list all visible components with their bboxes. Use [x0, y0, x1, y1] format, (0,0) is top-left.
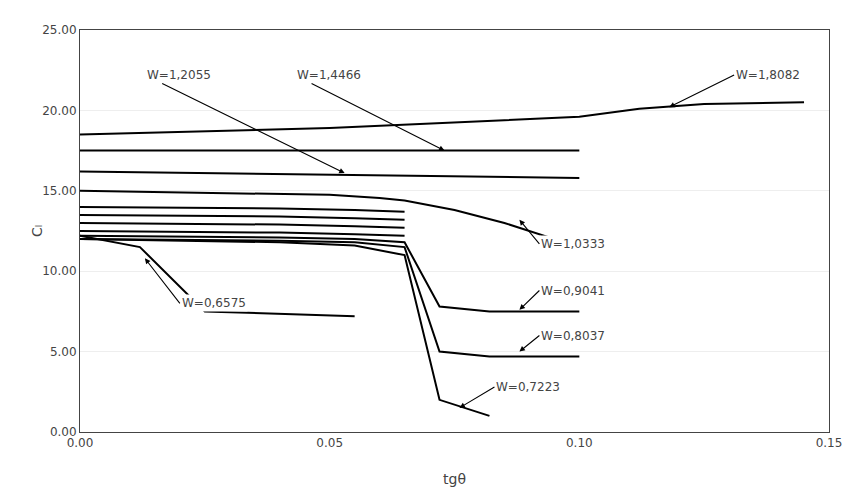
svg-text:25.00: 25.00: [42, 23, 76, 37]
svg-text:W=0,8037: W=0,8037: [541, 329, 605, 343]
svg-text:0.15: 0.15: [816, 436, 843, 450]
svg-text:W=1,8082: W=1,8082: [736, 68, 800, 82]
svg-text:W=0,6575: W=0,6575: [182, 296, 246, 310]
svg-text:0.10: 0.10: [566, 436, 593, 450]
svg-text:W=1,0333: W=1,0333: [541, 237, 605, 251]
svg-text:10.00: 10.00: [42, 264, 76, 278]
svg-text:0.00: 0.00: [50, 425, 77, 439]
svg-text:W=0,9041: W=0,9041: [541, 284, 605, 298]
svg-text:0.00: 0.00: [67, 436, 94, 450]
svg-text:W=1,4466: W=1,4466: [297, 68, 361, 82]
svg-text:tgθ: tgθ: [443, 471, 466, 487]
svg-text:W=1,2055: W=1,2055: [147, 68, 211, 82]
svg-text:20.00: 20.00: [42, 104, 76, 118]
svg-text:0.05: 0.05: [316, 436, 343, 450]
svg-text:5.00: 5.00: [50, 345, 77, 359]
svg-text:15.00: 15.00: [42, 184, 76, 198]
svg-text:Cₗ: Cₗ: [29, 225, 45, 237]
svg-text:W=0,7223: W=0,7223: [496, 380, 560, 394]
